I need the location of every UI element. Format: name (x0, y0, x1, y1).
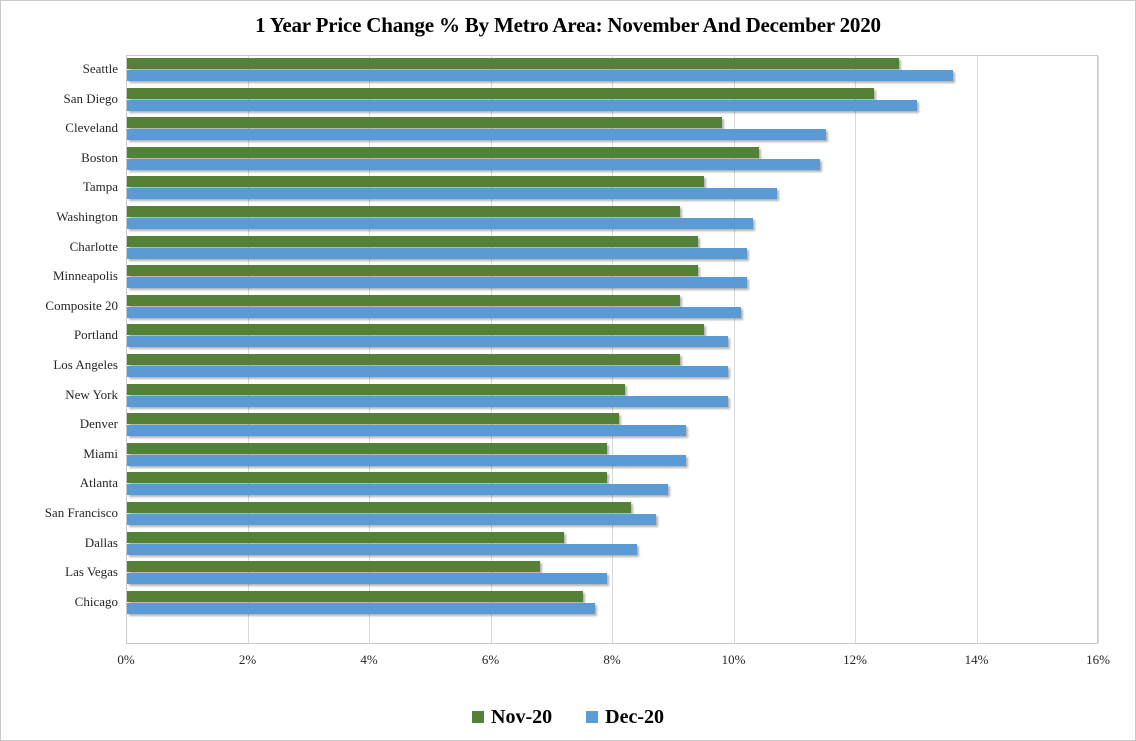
bar-dec-20-composite-20 (127, 306, 741, 318)
y-label-denver: Denver (79, 416, 118, 432)
y-label-seattle: Seattle (82, 61, 118, 76)
gridline (855, 56, 856, 643)
bar-dec-20-miami (127, 454, 686, 466)
bar-nov-20-washington (127, 206, 680, 217)
y-label-charlotte: Charlotte (69, 238, 118, 254)
x-tick-label: 4% (360, 652, 378, 667)
bar-nov-20-charlotte (127, 235, 699, 247)
legend-item-dec-20: Dec-20 (586, 706, 664, 729)
gridline (490, 56, 492, 643)
bar-nov-20-portland (127, 324, 705, 336)
bar-nov-20-denver (127, 413, 620, 425)
bar-nov-20-atlanta (127, 472, 607, 484)
bar-nov-20-miami (127, 442, 607, 454)
y-label-miami: Miami (83, 445, 118, 461)
x-tick-label: 10% (721, 652, 746, 667)
bar-nov-20-minneapolis (127, 265, 699, 277)
y-label-tampa: Tampa (82, 179, 118, 195)
bar-dec-20-tampa (127, 188, 778, 200)
y-label-las-vegas: Las Vegas (65, 564, 118, 580)
y-label-los-angeles: Los Angeles (53, 357, 118, 372)
bar-nov-20-cleveland (127, 117, 723, 129)
bar-dec-20-cleveland (127, 129, 826, 141)
y-label-portland: Portland (73, 327, 118, 343)
x-tick-label: 16% (1086, 652, 1110, 667)
legend-swatch-icon (472, 711, 485, 723)
gridline (976, 56, 978, 643)
x-tick-label: 6% (481, 652, 500, 667)
bar-dec-20-new-york (127, 395, 729, 407)
bar-dec-20-chicago (127, 602, 595, 614)
gridline (733, 56, 735, 643)
bar-dec-20-minneapolis (127, 277, 747, 289)
x-tick-label: 2% (238, 652, 257, 667)
y-label-dallas: Dallas (84, 534, 118, 550)
bar-dec-20-dallas (127, 543, 638, 555)
bar-dec-20-portland (127, 336, 729, 348)
gridline (247, 56, 249, 643)
y-label-boston: Boston (81, 149, 118, 165)
y-label-cleveland: Cleveland (65, 120, 118, 136)
bar-nov-20-los-angeles (127, 354, 680, 365)
legend-swatch-icon (586, 711, 599, 723)
bar-nov-20-new-york (127, 383, 626, 395)
legend-item-nov-20: Nov-20 (472, 706, 552, 729)
legend-label: Nov-20 (491, 705, 553, 728)
x-tick-label: 8% (603, 652, 621, 667)
bar-dec-20-san-francisco (127, 514, 656, 525)
bar-dec-20-las-vegas (127, 573, 607, 585)
x-tick-label: 12% (843, 652, 867, 667)
y-label-minneapolis: Minneapolis (53, 268, 118, 284)
y-label-san-francisco: San Francisco (44, 505, 118, 520)
bar-dec-20-san-diego (127, 99, 917, 111)
bar-nov-20-las-vegas (127, 561, 541, 573)
legend: Nov-20 Dec-20 (1, 701, 1135, 733)
gridline (612, 56, 613, 643)
y-label-new-york: New York (65, 386, 118, 402)
plot-area (126, 55, 1099, 644)
bar-nov-20-san-francisco (127, 502, 632, 513)
y-label-composite-20: Composite 20 (45, 297, 118, 313)
bar-dec-20-denver (127, 425, 686, 437)
bar-nov-20-tampa (127, 176, 705, 188)
bar-nov-20-composite-20 (127, 294, 680, 306)
bar-dec-20-seattle (127, 70, 954, 81)
chart-title: 1 Year Price Change % By Metro Area: Nov… (255, 13, 881, 37)
bar-nov-20-dallas (127, 531, 565, 543)
y-label-washington: Washington (56, 209, 118, 224)
bar-nov-20-chicago (127, 590, 583, 602)
y-label-chicago: Chicago (74, 593, 118, 609)
y-label-san-diego: San Diego (63, 90, 118, 106)
bar-dec-20-atlanta (127, 484, 668, 496)
bar-dec-20-boston (127, 158, 820, 170)
legend-label: Dec-20 (605, 705, 664, 728)
gridline (369, 56, 370, 643)
y-label-atlanta: Atlanta (79, 475, 118, 491)
bar-nov-20-boston (127, 146, 759, 158)
bar-dec-20-charlotte (127, 247, 747, 259)
bar-nov-20-seattle (127, 58, 899, 69)
x-tick-label: 14% (964, 652, 989, 667)
gridline (1098, 56, 1099, 643)
bar-dec-20-los-angeles (127, 366, 729, 377)
x-tick-label: 0% (117, 652, 135, 667)
bar-nov-20-san-diego (127, 87, 875, 99)
bar-dec-20-washington (127, 218, 753, 229)
